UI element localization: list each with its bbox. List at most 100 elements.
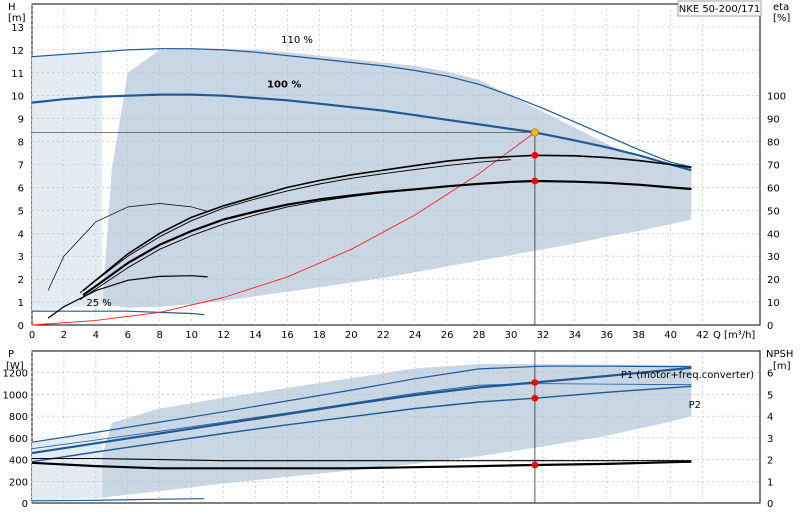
- eta-y-tick-label: 30: [767, 252, 780, 263]
- npsh-y-tick-label: 3: [767, 434, 773, 445]
- eta-y-tick-label: 60: [767, 183, 780, 194]
- head-y-tick-label: 10: [11, 92, 24, 103]
- eta-y-tick-label: 70: [767, 161, 780, 172]
- npsh-y-tick-label: 2: [767, 456, 773, 467]
- x-tick-label: 40: [664, 330, 677, 341]
- x-tick-label: 18: [313, 330, 326, 341]
- x-tick-label: 20: [345, 330, 358, 341]
- head-y-tick-label: 12: [11, 46, 24, 57]
- eta-point-marker: [531, 177, 539, 185]
- x-tick-label: 22: [377, 330, 390, 341]
- power-p1-curve: [31, 366, 692, 455]
- eta-y-tick-label: 90: [767, 115, 780, 126]
- head-y-tick-label: 6: [18, 183, 24, 194]
- eta-curve-thin: [79, 159, 511, 294]
- head-curve-110: [31, 48, 692, 168]
- x-tick-label: 42: [696, 330, 709, 341]
- npsh-axis-unit: [m]: [773, 361, 791, 372]
- npsh-y-tick-label: 5: [767, 390, 773, 401]
- duty-point-marker: [530, 128, 539, 137]
- x-tick-label: 12: [217, 330, 230, 341]
- power-axis-title: P: [8, 349, 14, 360]
- head-y-tick-label: 4: [18, 229, 24, 240]
- x-tick-label: 16: [281, 330, 294, 341]
- power-y-tick-label: 0: [22, 499, 28, 510]
- head-axis-unit: [m]: [8, 13, 26, 24]
- annotation-25: 25 %: [86, 298, 111, 309]
- head-y-tick-label: 11: [11, 69, 24, 80]
- npsh-y-tick-label: 6: [767, 369, 773, 380]
- model-label-box: [677, 0, 762, 17]
- x-tick-label: 36: [600, 330, 613, 341]
- x-tick-label: 4: [93, 330, 99, 341]
- eta-curve-thin: [79, 181, 511, 301]
- eta-curve-thin: [47, 203, 208, 291]
- eta-y-tick-label: 20: [767, 275, 780, 286]
- power-y-tick-label: 1200: [3, 369, 28, 380]
- npsh-y-tick-label: 4: [767, 412, 773, 423]
- npsh-y-tick-label: 0: [767, 499, 773, 510]
- annotation-100: 100 %: [267, 80, 301, 91]
- x-tick-label: 38: [632, 330, 645, 341]
- power-low-curve: [31, 498, 205, 502]
- power-point-marker: [531, 461, 539, 469]
- x-tick-label: 30: [505, 330, 518, 341]
- head-curve-100: [31, 93, 692, 172]
- model-label: NKE 50-200/171: [679, 4, 760, 15]
- x-tick-label: 14: [249, 330, 262, 341]
- annotation-110: 110 %: [281, 35, 313, 46]
- npsh-axis-title: NPSH: [766, 349, 793, 360]
- npsh-y-tick-label: 1: [767, 477, 773, 488]
- power-y-tick-label: 1000: [3, 390, 28, 401]
- eta-y-tick-label: 100: [767, 92, 786, 103]
- head-y-tick-label: 1: [18, 298, 24, 309]
- eta-y-tick-label: 50: [767, 206, 780, 217]
- x-tick-label: 24: [409, 330, 422, 341]
- x-tick-label: 32: [537, 330, 550, 341]
- eta-axis-unit: [%]: [773, 13, 790, 24]
- eta-y-tick-label: 40: [767, 229, 780, 240]
- head-y-tick-label: 5: [18, 206, 24, 217]
- x-tick-label: 34: [568, 330, 581, 341]
- x-tick-label: 26: [441, 330, 454, 341]
- head-y-tick-label: 13: [11, 23, 24, 34]
- eta-y-tick-label: 0: [767, 321, 773, 332]
- npsh-curve-110: [32, 457, 692, 462]
- head-y-tick-label: 3: [18, 252, 24, 263]
- eta-axis-title: eta: [773, 2, 789, 13]
- power-y-tick-label: 800: [9, 412, 28, 423]
- head-operating-range: [102, 48, 692, 308]
- eta-curve-thin: [47, 275, 208, 319]
- x-tick-label: 2: [61, 330, 67, 341]
- eta-curve-100: [82, 179, 692, 297]
- head-y-tick-label: 9: [18, 115, 24, 126]
- power-y-tick-label: 200: [9, 477, 28, 488]
- npsh-curve-100: [31, 460, 692, 470]
- head-y-tick-label: 2: [18, 275, 24, 286]
- head-y-tick-label: 0: [18, 321, 24, 332]
- x-axis-title: Q [m³/h]: [713, 330, 755, 341]
- x-tick-label: 0: [29, 330, 35, 341]
- x-tick-label: 10: [185, 330, 198, 341]
- power-p2-curve: [31, 385, 692, 463]
- power-axis-unit: [W]: [6, 361, 24, 372]
- legend-p2-label: P2: [689, 400, 701, 411]
- head-axis-title: H: [8, 2, 16, 13]
- power-point-marker: [531, 394, 539, 402]
- eta-y-tick-label: 80: [767, 138, 780, 149]
- power-p1-110-curve: [31, 365, 692, 443]
- system-curve: [31, 132, 536, 326]
- head-y-tick-label: 7: [18, 161, 24, 172]
- eta-curve-110: [82, 154, 692, 292]
- x-tick-label: 8: [157, 330, 163, 341]
- x-tick-label: 28: [473, 330, 486, 341]
- head-curve-25: [32, 310, 205, 316]
- head-low-flow-zone: [32, 52, 103, 312]
- eta-y-tick-label: 10: [767, 298, 780, 309]
- power-y-tick-label: 600: [9, 434, 28, 445]
- eta-point-marker: [531, 151, 539, 159]
- power-point-marker: [531, 379, 539, 386]
- head-y-tick-label: 8: [18, 138, 24, 149]
